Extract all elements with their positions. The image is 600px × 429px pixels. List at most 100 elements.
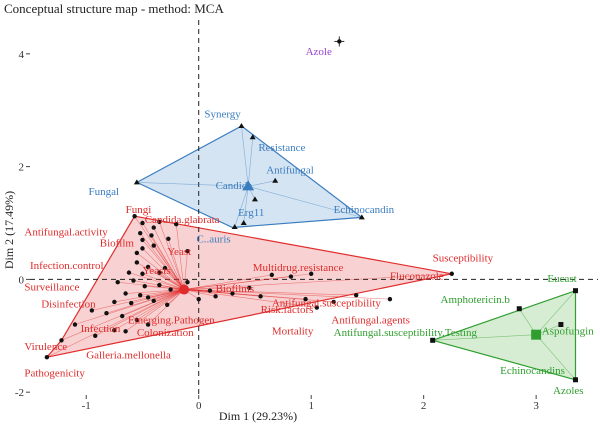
point-label: Risk.factors: [261, 304, 314, 316]
y-tick-label: -2: [15, 387, 24, 399]
data-point: [207, 288, 213, 293]
data-point: [168, 287, 173, 292]
point-label: Pathogenicity: [24, 367, 85, 379]
data-point: [138, 292, 143, 298]
data-point: [131, 278, 136, 283]
centroid-connector: [114, 289, 185, 331]
centroid-connector: [184, 287, 250, 290]
point-label: Antifungal.agents: [331, 314, 410, 326]
point-label: Fungi: [126, 204, 152, 216]
data-point: [174, 221, 179, 227]
point-label: Infection: [81, 323, 121, 335]
x-tick-label: 0: [196, 400, 202, 412]
data-point: [157, 270, 162, 275]
centroid-connector: [128, 272, 185, 290]
data-point: [89, 308, 95, 313]
data-point: [288, 274, 294, 279]
centroid-connector: [153, 245, 185, 290]
data-point: [149, 233, 154, 238]
centroid-connector: [168, 238, 185, 290]
centroid-connector: [184, 289, 357, 296]
centroid-connector: [136, 182, 249, 187]
centroid-connector: [184, 289, 317, 308]
x-tick-label: 1: [308, 400, 314, 412]
point-label: Candida.glabrata: [145, 214, 220, 226]
point-label: Amphotericin.b: [441, 294, 511, 306]
data-point: [272, 177, 279, 183]
data-point: [308, 271, 314, 276]
centroid-connector: [147, 289, 185, 325]
data-point: [157, 282, 162, 288]
centroid-connector: [159, 221, 185, 290]
centroid-connector: [125, 289, 185, 294]
data-point: [165, 302, 170, 307]
data-point: [151, 243, 156, 248]
centroid-connector: [535, 290, 576, 335]
centroid-connector: [95, 289, 185, 337]
point-label: Erg11: [238, 207, 264, 219]
data-point: [140, 246, 145, 251]
data-point: [123, 291, 128, 296]
centroid-connector: [144, 285, 185, 290]
data-point: [123, 329, 128, 334]
data-point: [353, 292, 359, 298]
point-label: Mortality: [272, 326, 314, 338]
data-point: [573, 288, 579, 294]
y-axis-label: Dim 2 (17.49%): [2, 191, 16, 269]
point-label: Colonization: [137, 327, 194, 339]
reference-lines: [30, 20, 598, 395]
data-point: [134, 317, 140, 323]
axes: Dim 1 (29.23%) Dim 2 (17.49%) -1 0 1 2 3 -2 0 2…: [2, 49, 539, 423]
data-point: [430, 337, 436, 343]
point-label: Azole: [306, 46, 332, 58]
data-point: [387, 296, 393, 302]
point-label: Azoles: [553, 385, 584, 397]
centroid-connector: [136, 262, 185, 290]
centroid-connector: [136, 289, 185, 321]
point-label: C..auris: [196, 234, 230, 246]
chart-title: Conceptual structure map - method: MCA: [4, 1, 224, 16]
cluster-centroids: [179, 180, 542, 340]
data-point: [134, 260, 140, 265]
point-label: Eucast: [547, 273, 576, 285]
centroid-connector: [46, 289, 185, 358]
data-point: [145, 295, 151, 300]
data-point: [145, 322, 151, 327]
data-point: [133, 179, 140, 185]
data-point: [120, 313, 125, 319]
data-point: [138, 230, 143, 236]
point-label: Antifungal: [266, 164, 314, 176]
point-label: Multidrug.resistance: [253, 262, 344, 274]
data-point: [213, 294, 218, 299]
data-point: [166, 236, 171, 241]
point-label: Susceptibility: [433, 252, 494, 264]
data-point: [132, 214, 137, 219]
data-point: [142, 283, 147, 289]
y-tick-label: 2: [19, 162, 25, 174]
data-point: [145, 264, 151, 270]
centroid-connector: [125, 289, 185, 332]
centroid-connector: [183, 251, 188, 290]
data-point: [238, 123, 245, 129]
centroid-connector: [139, 232, 185, 290]
y-tick-label: 0: [19, 274, 25, 286]
data-point: [516, 306, 522, 312]
centroid-connector: [535, 334, 576, 380]
point-label: Virulence: [24, 341, 67, 353]
centroid-connector: [432, 334, 537, 341]
cluster-hull-green: [430, 289, 577, 381]
centroid-connector: [153, 227, 185, 290]
data-point: [331, 299, 336, 305]
data-point: [230, 291, 235, 296]
data-point: [337, 39, 342, 44]
data-point: [247, 285, 252, 291]
centroid-connector: [247, 137, 253, 187]
x-tick-label: 2: [421, 400, 427, 412]
centroid-connector: [184, 289, 390, 300]
data-point: [251, 196, 258, 202]
data-point: [449, 271, 454, 276]
centroid-connector: [248, 180, 276, 187]
point-label: Biofilms: [216, 283, 255, 295]
